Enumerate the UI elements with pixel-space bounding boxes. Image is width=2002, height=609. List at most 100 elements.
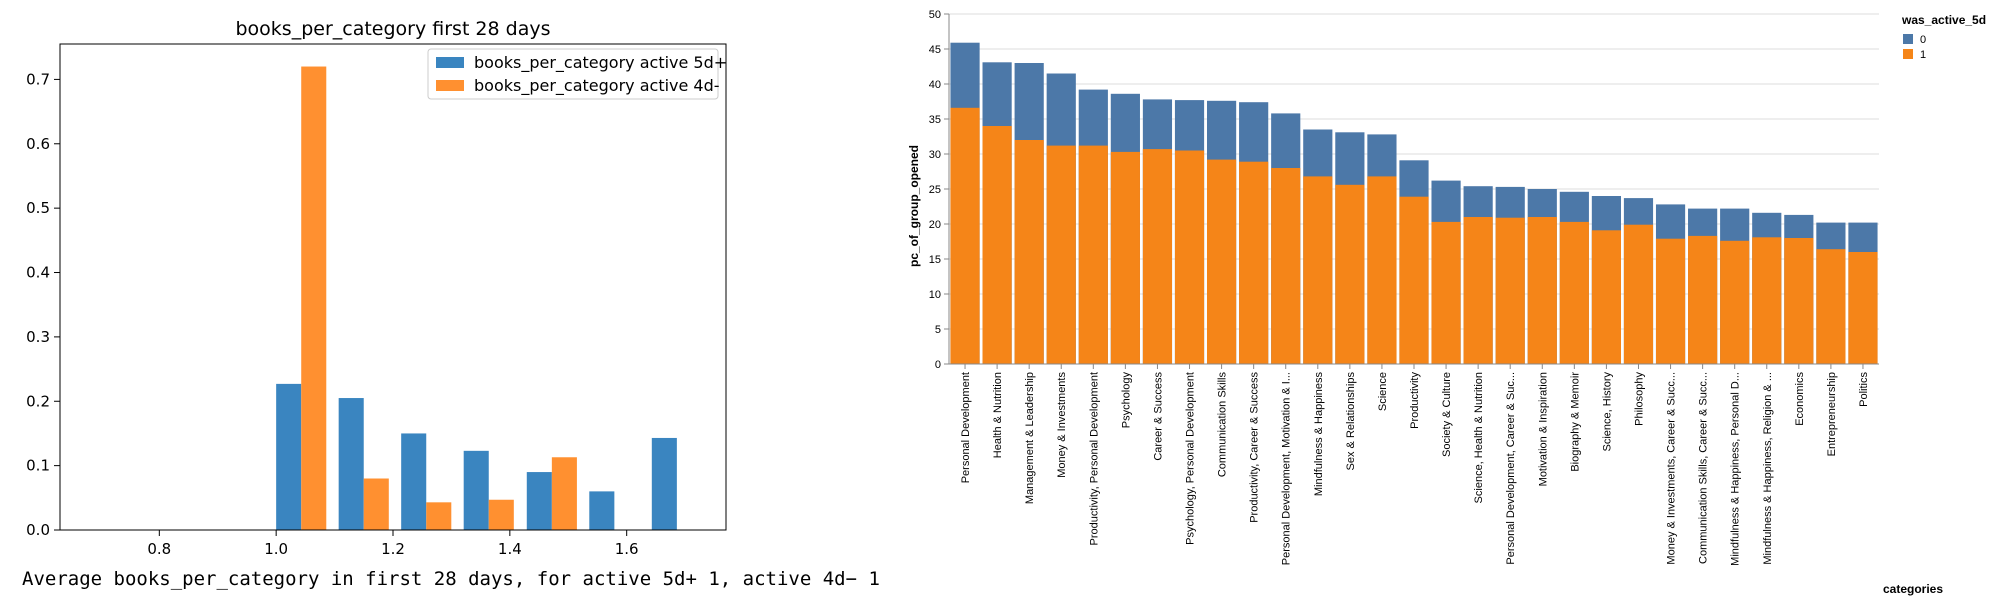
histogram-plot-area: 0.8 1.0 1.2 1.4 1.6 0.0 0.1 0.2 0.3 0.4 0.5 0.6 0.7 [26, 43, 727, 558]
histogram-title: books_per_category first 28 days [235, 18, 550, 40]
category-bar-s1-22 [1655, 238, 1686, 364]
histogram-bar-s0-2 [401, 433, 427, 530]
category-y-axis-title: pc_of_group_opened [907, 145, 921, 267]
histogram-y-tick-label: 0.0 [26, 521, 50, 539]
category-x-tick-label: Communication Skills [1217, 372, 1229, 478]
category-x-tick-label: Money & Investments [1056, 372, 1068, 478]
histogram-bar-s0-5 [589, 491, 615, 530]
category-legend-title: was_active_5d [1901, 13, 1986, 27]
category-legend-label: 1 [1920, 49, 1926, 61]
category-x-tick-label: Productivity, Career & Success [1249, 372, 1261, 523]
category-bar-s1-6 [1142, 149, 1173, 364]
category-y-tick-label: 15 [929, 254, 941, 266]
category-x-tick-label: Science, Health & Nutrition [1473, 372, 1485, 503]
histogram-y-tick-label: 0.7 [26, 70, 50, 88]
histogram-y-tick-label: 0.4 [26, 264, 50, 282]
category-bar-s1-14 [1399, 196, 1429, 364]
category-y-tick-label: 20 [929, 219, 941, 231]
category-bar-s1-18 [1527, 217, 1557, 364]
histogram-bar-s0-1 [338, 398, 364, 530]
histogram-y-tick-label: 0.6 [26, 135, 50, 153]
category-bar-s1-12 [1335, 184, 1365, 364]
histogram-chart: books_per_category first 28 days 0.8 1.0 1… [26, 18, 727, 558]
category-x-tick-label: Career & Success [1152, 372, 1164, 461]
category-bar-s1-28 [1848, 252, 1878, 364]
histogram-x-tick-label: 1.6 [615, 540, 639, 558]
histogram-caption: Average books_per_category in first 28 d… [22, 568, 880, 590]
histogram-legend-label: books_per_category active 5d+ [474, 53, 727, 73]
category-legend: was_active_5d 0 1 [1901, 13, 1986, 61]
category-x-tick-label: Mindfulness & Happiness, Religion & ... [1762, 372, 1774, 565]
histogram-bar-s1-3 [488, 499, 514, 530]
category-legend-label: 0 [1920, 34, 1926, 46]
histogram-frame [59, 43, 727, 531]
category-x-tick-label: Mindfulness & Happiness, Personal D... [1730, 372, 1742, 566]
category-bar-s1-13 [1367, 176, 1397, 364]
category-bar-s1-1 [982, 126, 1012, 364]
histogram-bar-s0-4 [526, 472, 552, 530]
category-bar-s1-23 [1688, 235, 1718, 364]
histogram-x-tick-label: 1.4 [498, 540, 522, 558]
histogram-legend: books_per_category active 5d+ books_per_c… [427, 48, 727, 100]
histogram-legend-label: books_per_category active 4d- [474, 76, 720, 96]
category-bar-s1-21 [1623, 224, 1654, 364]
category-bar-s1-19 [1559, 221, 1589, 364]
category-x-tick-label: Science, History [1601, 372, 1613, 452]
histogram-y-tick-label: 0.3 [26, 328, 50, 346]
category-x-axis-title: categories [1883, 582, 1943, 596]
category-bar-s1-26 [1784, 238, 1814, 364]
category-bar-s1-10 [1271, 168, 1301, 364]
category-plot-area: 0 5 10 15 20 25 30 35 40 45 50 Personal Development… [929, 9, 1879, 566]
category-x-tick-label: Health & Nutrition [992, 372, 1004, 458]
category-y-tick-label: 0 [935, 359, 941, 371]
category-y-tick-label: 5 [935, 324, 941, 336]
histogram-bar-s1-4 [551, 457, 577, 530]
histogram-bar-s0-0 [276, 383, 302, 530]
category-x-tick-label: Biography & Memoir [1569, 372, 1581, 472]
category-x-tick-label: Communication Skills, Career & Succ... [1698, 372, 1710, 564]
category-bar-s1-8 [1206, 159, 1237, 364]
category-bar-s1-4 [1078, 145, 1108, 364]
histogram-y-tick-label: 0.2 [26, 392, 50, 410]
histogram-legend-box [427, 48, 719, 100]
histogram-y-tick-label: 0.1 [26, 457, 50, 475]
category-x-tick-label: Psychology [1120, 372, 1132, 429]
category-bar-s1-15 [1431, 221, 1461, 364]
category-x-tick-label: Science [1377, 372, 1389, 411]
category-legend-swatch [1903, 34, 1913, 44]
category-y-tick-label: 30 [929, 149, 941, 161]
category-bar-s1-24 [1720, 240, 1750, 364]
category-x-tick-label: Productivity, Personal Development [1088, 372, 1100, 545]
histogram-x-tick-label: 1.2 [381, 540, 405, 558]
category-x-tick-label: Sex & Relationships [1345, 372, 1357, 471]
category-bar-s1-5 [1110, 151, 1140, 364]
category-x-tick-label: Money & Investments, Career & Succ... [1666, 372, 1678, 565]
category-y-tick-label: 40 [929, 79, 941, 91]
category-x-tick-label: Society & Culture [1441, 372, 1453, 457]
category-x-tick-label: Psychology, Personal Development [1185, 372, 1197, 545]
histogram-bar-s1-1 [363, 478, 389, 530]
category-x-tick-label: Economics [1794, 372, 1806, 426]
category-y-tick-label: 50 [929, 9, 941, 21]
category-bar-s1-11 [1303, 176, 1333, 364]
category-bar-s1-20 [1591, 230, 1622, 364]
category-bar-s1-17 [1495, 217, 1525, 364]
category-bar-s1-0 [950, 107, 980, 365]
histogram-x-tick-label: 0.8 [147, 540, 171, 558]
histogram-y-tick-label: 0.5 [26, 199, 50, 217]
category-y-tick-label: 35 [929, 114, 941, 126]
histogram-legend-swatch [436, 57, 464, 68]
category-x-tick-label: Entrepreneurship [1826, 372, 1838, 456]
category-x-tick-label: Personal Development, Career & Suc... [1505, 372, 1517, 565]
category-bar-s1-9 [1239, 161, 1269, 364]
category-y-tick-label: 10 [929, 289, 941, 301]
category-x-tick-label: Politics [1858, 372, 1870, 407]
category-x-tick-label: Philosophy [1633, 372, 1645, 426]
histogram-bar-s0-3 [463, 450, 489, 530]
histogram-bar-s1-0 [301, 66, 327, 531]
category-bar-s1-2 [1014, 140, 1044, 364]
category-x-tick-label: Productivity [1409, 372, 1421, 429]
category-x-tick-label: Personal Development [960, 372, 972, 483]
category-bar-s1-3 [1046, 145, 1076, 364]
